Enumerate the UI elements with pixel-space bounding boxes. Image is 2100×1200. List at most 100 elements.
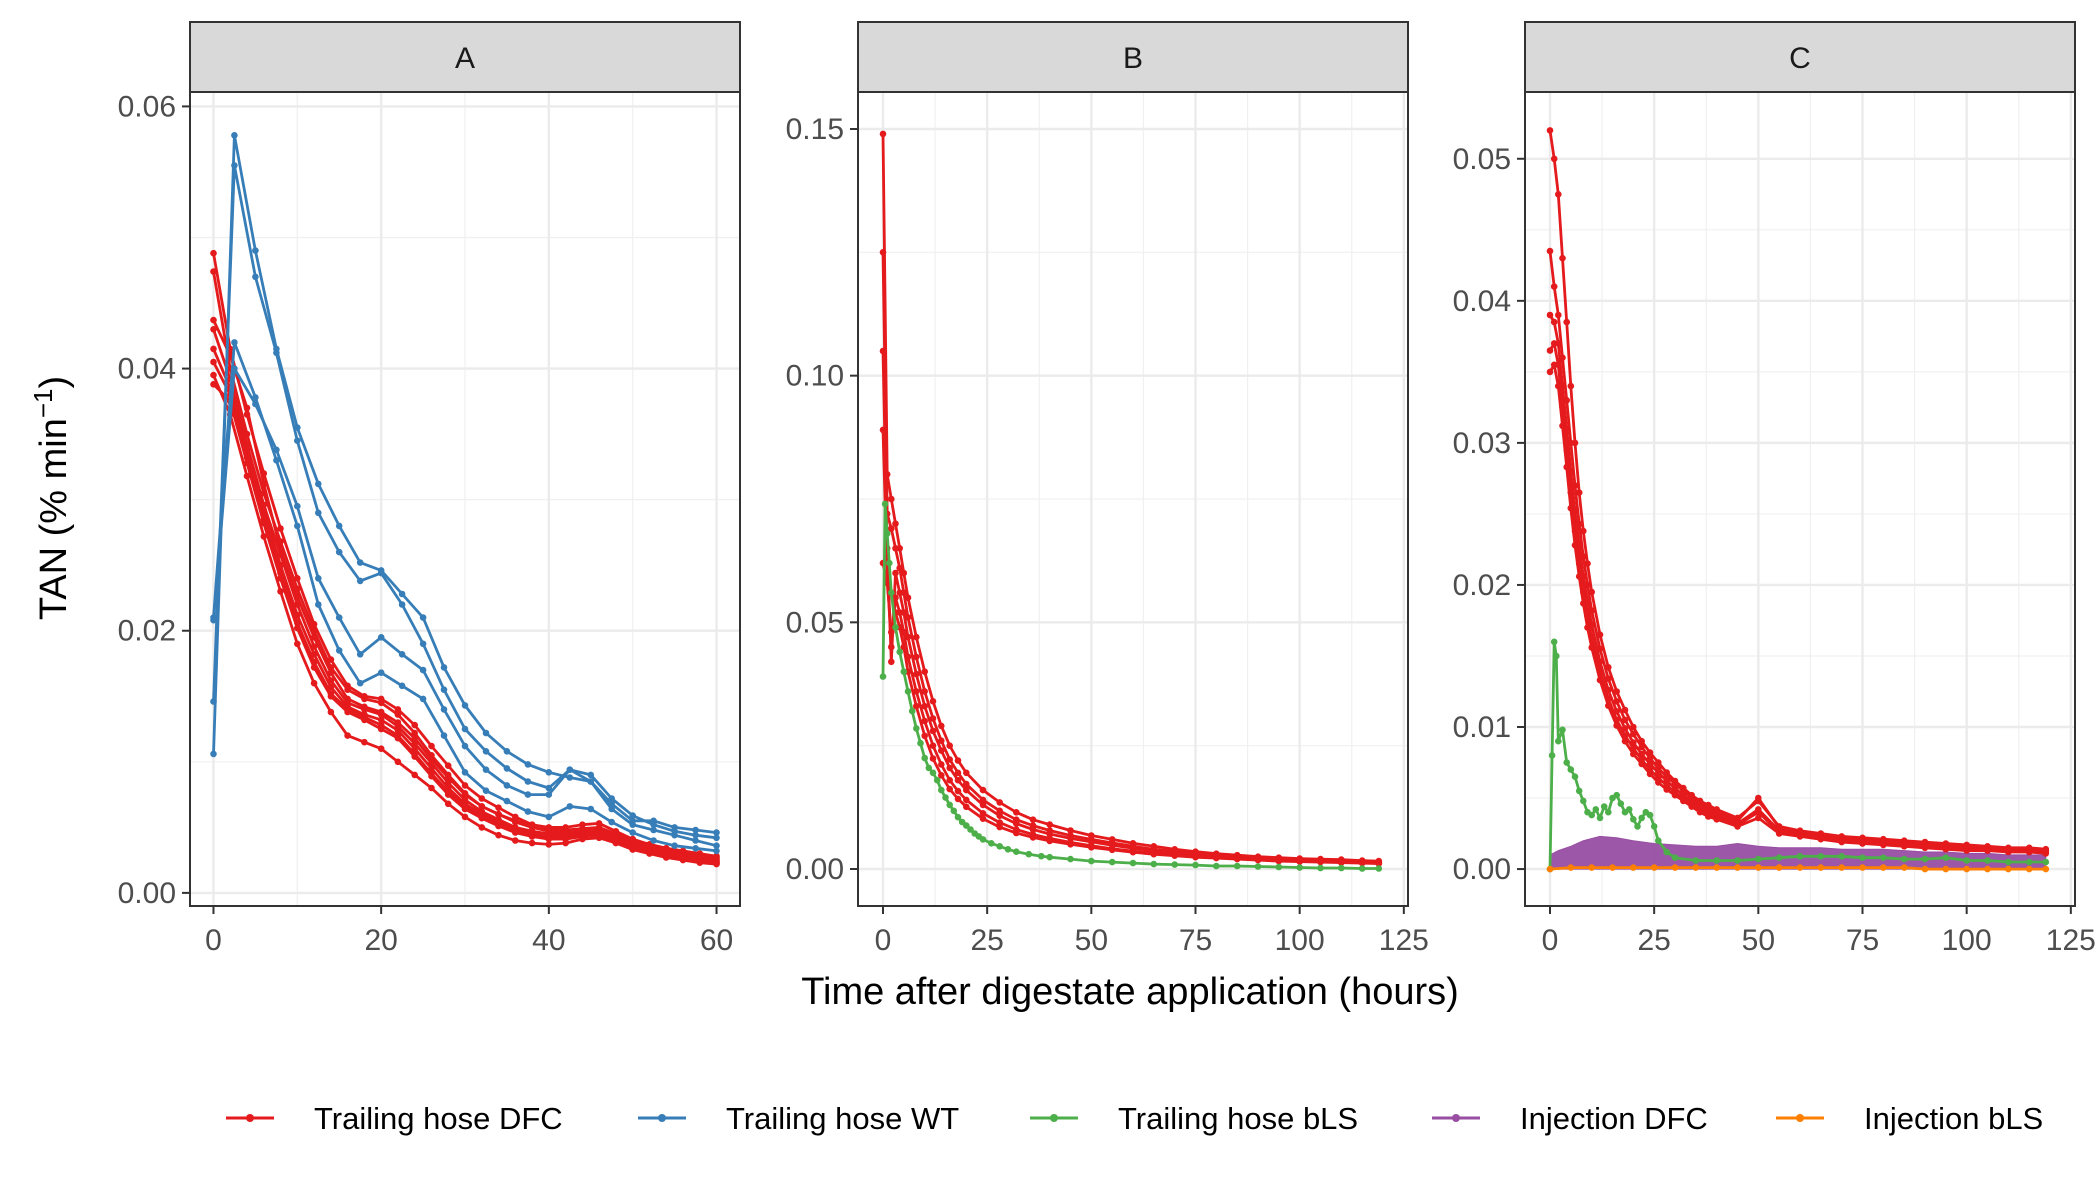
data-point-trailing-hose-bls (896, 649, 903, 656)
data-point-trailing-hose-bls (1859, 854, 1866, 861)
y-tick-label: 0.02 (118, 615, 176, 648)
data-point-trailing-hose-dfc (210, 359, 217, 366)
data-point-trailing-hose-bls (988, 840, 995, 847)
data-point-trailing-hose-wt (504, 765, 511, 772)
data-point-trailing-hose-wt (273, 457, 280, 464)
x-tick-label: 40 (532, 924, 565, 957)
data-point-trailing-hose-dfc (955, 757, 962, 764)
data-point-trailing-hose-dfc (1568, 505, 1575, 512)
data-point-trailing-hose-bls (892, 624, 899, 631)
data-point-injection-bls (1568, 864, 1575, 871)
x-tick-label: 0 (205, 924, 222, 957)
data-point-trailing-hose-dfc (562, 824, 569, 831)
data-point-trailing-hose-dfc (963, 797, 970, 804)
data-point-trailing-hose-dfc (1734, 823, 1741, 830)
data-point-injection-bls (1609, 864, 1616, 871)
data-point-trailing-hose-bls (1943, 854, 1950, 861)
data-point-trailing-hose-wt (315, 601, 322, 608)
data-point-injection-bls (1713, 864, 1720, 871)
data-point-trailing-hose-wt (399, 651, 406, 658)
data-point-trailing-hose-dfc (210, 250, 217, 257)
data-point-injection-bls (2026, 866, 2033, 873)
data-point-trailing-hose-wt (336, 523, 343, 530)
data-point-trailing-hose-dfc (495, 823, 502, 830)
data-point-trailing-hose-dfc (1647, 771, 1654, 778)
data-point-trailing-hose-dfc (930, 698, 937, 705)
data-point-trailing-hose-dfc (1559, 255, 1566, 262)
data-point-trailing-hose-bls (996, 843, 1003, 850)
data-point-trailing-hose-bls (1563, 759, 1570, 766)
data-point-trailing-hose-wt (567, 774, 574, 781)
data-point-trailing-hose-bls (1663, 849, 1670, 856)
strip-label: B (1123, 42, 1143, 75)
data-point-trailing-hose-dfc (1859, 840, 1866, 847)
data-point-trailing-hose-dfc (1151, 851, 1158, 858)
data-point-trailing-hose-dfc (1605, 702, 1612, 709)
data-point-trailing-hose-dfc (963, 804, 970, 811)
data-point-trailing-hose-dfc (210, 317, 217, 324)
data-point-trailing-hose-dfc (1547, 369, 1554, 376)
data-point-trailing-hose-bls (1067, 856, 1074, 863)
data-point-trailing-hose-dfc (1672, 792, 1679, 799)
y-tick-label: 0.04 (118, 353, 176, 386)
data-point-injection-bls (1943, 866, 1950, 873)
data-point-trailing-hose-bls (951, 808, 958, 815)
data-point-trailing-hose-wt (294, 503, 301, 510)
data-point-trailing-hose-dfc (1880, 842, 1887, 849)
data-point-trailing-hose-dfc (529, 840, 536, 847)
x-tick-label: 25 (970, 924, 1003, 957)
data-point-trailing-hose-bls (1838, 853, 1845, 860)
data-point-trailing-hose-dfc (244, 405, 251, 412)
data-point-trailing-hose-bls (1559, 727, 1566, 734)
data-point-trailing-hose-bls (1549, 752, 1556, 759)
data-point-trailing-hose-wt (525, 778, 532, 785)
data-point-trailing-hose-dfc (328, 693, 335, 700)
data-point-trailing-hose-dfc (596, 820, 603, 827)
data-point-trailing-hose-bls (1601, 803, 1608, 810)
data-point-trailing-hose-bls (1553, 653, 1560, 660)
data-point-trailing-hose-bls (1651, 823, 1658, 830)
data-point-trailing-hose-wt (399, 683, 406, 690)
data-point-trailing-hose-dfc (1171, 852, 1178, 859)
data-point-trailing-hose-wt (294, 523, 301, 530)
data-point-trailing-hose-dfc (963, 770, 970, 777)
data-point-trailing-hose-wt (608, 795, 615, 802)
data-point-trailing-hose-bls (1613, 792, 1620, 799)
data-point-trailing-hose-dfc (411, 722, 418, 729)
data-point-trailing-hose-dfc (930, 728, 937, 735)
data-point-injection-bls (1651, 864, 1658, 871)
data-point-trailing-hose-dfc (946, 777, 953, 784)
data-point-trailing-hose-bls (913, 725, 920, 732)
data-point-trailing-hose-dfc (1555, 191, 1562, 198)
data-point-trailing-hose-dfc (1547, 127, 1554, 134)
data-point-trailing-hose-dfc (378, 726, 385, 733)
data-point-trailing-hose-dfc (344, 686, 351, 693)
data-point-trailing-hose-bls (1013, 848, 1020, 855)
data-point-trailing-hose-bls (1755, 856, 1762, 863)
data-point-trailing-hose-dfc (462, 806, 469, 813)
data-point-trailing-hose-dfc (938, 723, 945, 730)
data-point-trailing-hose-wt (294, 437, 301, 444)
data-point-trailing-hose-wt (692, 837, 699, 844)
legend-key-point (1050, 1114, 1058, 1122)
data-point-trailing-hose-dfc (1067, 841, 1074, 848)
data-point-injection-bls (1984, 866, 1991, 873)
data-point-trailing-hose-dfc (1559, 423, 1566, 430)
data-point-trailing-hose-dfc (613, 840, 620, 847)
x-tick-label: 25 (1637, 924, 1670, 957)
x-tick-label: 125 (1379, 924, 1429, 957)
data-point-trailing-hose-dfc (1213, 855, 1220, 862)
data-point-injection-bls (1734, 864, 1741, 871)
y-axis-title-close: ) (33, 376, 75, 389)
strip-label: C (1789, 42, 1811, 75)
data-point-trailing-hose-dfc (921, 668, 928, 675)
data-point-trailing-hose-dfc (1755, 815, 1762, 822)
data-point-trailing-hose-dfc (445, 791, 452, 798)
data-point-trailing-hose-dfc (996, 799, 1003, 806)
data-point-trailing-hose-dfc (880, 427, 887, 434)
data-point-trailing-hose-dfc (955, 788, 962, 795)
data-point-trailing-hose-bls (1555, 738, 1562, 745)
data-point-trailing-hose-dfc (344, 709, 351, 716)
data-point-trailing-hose-dfc (361, 739, 368, 746)
data-point-trailing-hose-bls (886, 560, 893, 567)
